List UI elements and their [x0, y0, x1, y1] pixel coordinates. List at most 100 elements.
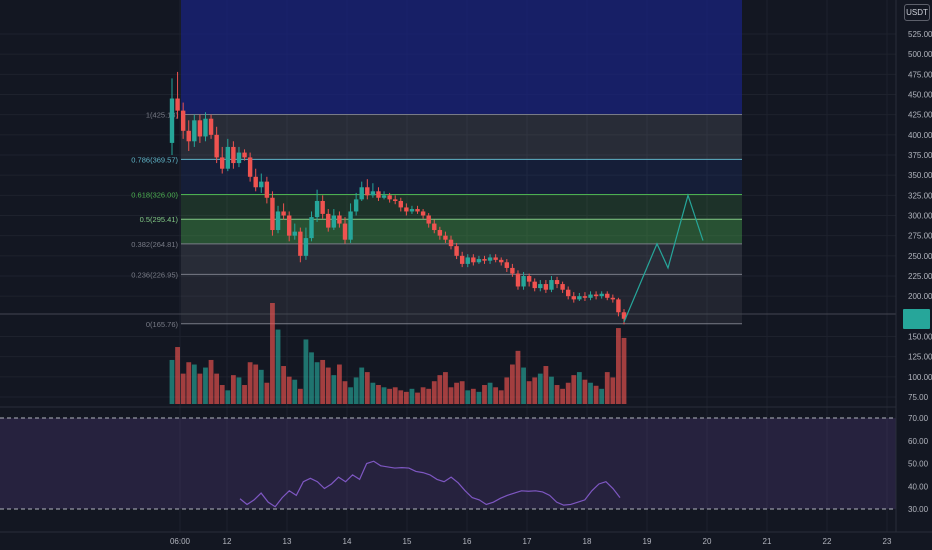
volume-bars: [169, 303, 627, 404]
volume-bar: [560, 388, 566, 404]
candle-body: [465, 257, 470, 264]
time-tick-label: 13: [283, 537, 292, 546]
volume-bar: [403, 391, 409, 404]
candle-body: [186, 130, 191, 142]
candle-body: [565, 289, 571, 297]
fib-band: [181, 219, 742, 244]
candle-body: [320, 200, 325, 214]
time-tick-label: 16: [463, 537, 472, 546]
candle-body: [560, 284, 565, 290]
price-tick-label: 75.00: [908, 393, 929, 402]
fib-label: 0.618(326.00): [131, 191, 178, 200]
time-tick-label: 22: [823, 537, 832, 546]
time-tick-label: 23: [883, 537, 892, 546]
volume-bar: [376, 385, 381, 404]
candle-body: [437, 230, 443, 236]
candle-body: [605, 293, 610, 298]
candle-body: [286, 215, 292, 236]
volume-bar: [565, 382, 571, 404]
volume-bar: [320, 359, 326, 404]
volume-bar: [621, 337, 627, 404]
candle-body: [253, 176, 258, 188]
time-tick-label: 14: [343, 537, 352, 546]
volume-bar: [169, 359, 175, 404]
price-tick-label: 475.00: [908, 70, 932, 79]
last-price-tag: [903, 309, 930, 329]
candle-body: [538, 284, 543, 289]
volume-bar: [214, 373, 220, 404]
volume-bar: [599, 388, 605, 404]
candle-body: [247, 157, 253, 177]
candle-body: [471, 257, 476, 263]
price-tick-label: 400.00: [908, 131, 932, 140]
volume-bar: [526, 381, 532, 404]
candle-body: [326, 213, 331, 228]
price-tick-label: 125.00: [908, 353, 932, 362]
candle-body: [404, 207, 409, 212]
volume-bar: [180, 373, 186, 404]
volume-bar: [325, 367, 331, 404]
volume-bar: [387, 388, 393, 404]
volume-bar: [370, 382, 376, 404]
price-tick-label: 100.00: [908, 373, 932, 382]
candle-body: [281, 211, 286, 216]
chart-grid: [0, 0, 896, 532]
candle-body: [476, 259, 482, 263]
candle-body: [554, 280, 560, 285]
volume-bar: [498, 390, 504, 404]
volume-bar: [230, 375, 236, 404]
volume-bar: [270, 303, 275, 404]
volume-bar: [543, 366, 549, 404]
volume-bar: [431, 381, 437, 404]
volume-bar: [465, 390, 471, 404]
candle-body: [342, 223, 348, 240]
volume-bar: [426, 388, 432, 404]
volume-bar: [487, 382, 493, 404]
candle-body: [543, 284, 549, 290]
candle-body: [175, 98, 180, 111]
volume-bar: [219, 385, 225, 404]
volume-bar: [364, 372, 370, 404]
volume-bar: [443, 372, 448, 404]
candle-body: [292, 231, 297, 236]
volume-bar: [470, 388, 476, 404]
candle-body: [521, 276, 526, 287]
fib-label: 0.5(295.41): [140, 215, 179, 224]
volume-bar: [225, 390, 231, 404]
rsi-line: [239, 460, 621, 508]
time-tick-label: 12: [223, 537, 232, 546]
fib-band: [181, 274, 742, 324]
candle-body: [220, 157, 225, 169]
volume-bar: [353, 377, 359, 404]
candle-body: [192, 120, 197, 142]
volume-bar: [476, 391, 482, 404]
currency-label[interactable]: USDT: [904, 4, 930, 21]
volume-bar: [482, 385, 487, 404]
volume-bar: [616, 328, 621, 404]
candle-body: [588, 294, 593, 298]
candle-body: [420, 211, 426, 216]
candle-body: [443, 235, 448, 240]
price-tick-label: 300.00: [908, 212, 932, 221]
rsi-tick-label: 70.00: [908, 414, 929, 423]
volume-bar: [348, 387, 353, 404]
volume-bar: [398, 390, 404, 404]
candle-body: [298, 231, 303, 256]
candle-body: [393, 199, 398, 201]
volume-bar: [258, 369, 264, 404]
volume-bar: [292, 379, 298, 404]
candle-body: [415, 209, 420, 212]
volume-bar: [275, 329, 281, 404]
volume-bar: [309, 352, 314, 404]
candle-body: [454, 246, 459, 256]
candle-body: [387, 195, 392, 200]
volume-bar: [549, 376, 554, 404]
volume-bar: [197, 373, 203, 404]
volume-bar: [420, 387, 426, 404]
price-tick-label: 225.00: [908, 272, 932, 281]
target-zone: [181, 0, 742, 115]
candle-body: [169, 98, 175, 143]
time-tick-label: 20: [703, 537, 712, 546]
candle-body: [337, 215, 342, 224]
